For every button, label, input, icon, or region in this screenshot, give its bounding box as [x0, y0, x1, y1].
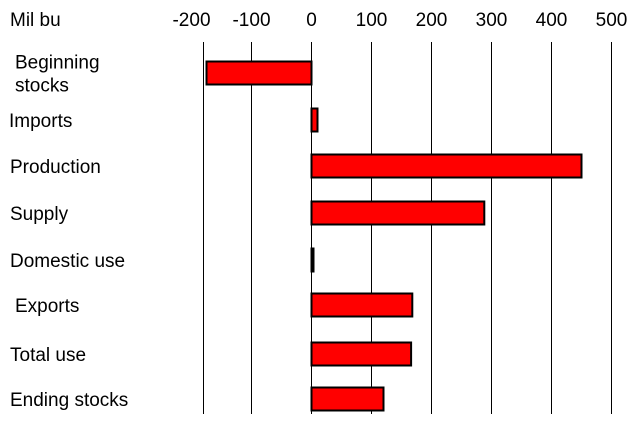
x-tick-label: 300 [476, 10, 508, 31]
x-tick-label: 0 [306, 10, 317, 31]
bar-supply [310, 200, 486, 226]
x-tick-label: 100 [356, 10, 388, 31]
bar-imports [310, 107, 319, 133]
unit-label: Mil bu [10, 10, 61, 31]
bar-domestic-use [310, 247, 315, 273]
category-label: Production [10, 157, 101, 178]
x-tick-labels: -200 -100 0 100 200 300 400 500 [172, 10, 627, 31]
x-tick-label: 200 [416, 10, 448, 31]
x-tick-label: -100 [232, 10, 270, 31]
category-label: Beginning stocks [15, 53, 100, 97]
category-label: Ending stocks [10, 390, 128, 411]
bar-production [310, 153, 583, 179]
bar-beginning-stocks [205, 60, 313, 86]
category-labels: Beginning stocks Imports Production Supply Do… [9, 53, 128, 412]
category-label: Imports [9, 111, 72, 132]
x-tick-label: 400 [536, 10, 568, 31]
x-tick-label: 500 [596, 10, 628, 31]
grid-lines [203, 42, 612, 414]
bars [205, 60, 583, 412]
bar-ending-stocks [310, 386, 385, 412]
category-label: Domestic use [10, 251, 125, 272]
bar-exports [310, 292, 414, 318]
x-tick-label: -200 [172, 10, 210, 31]
bar-total-use [310, 341, 413, 367]
category-label: Total use [10, 345, 86, 366]
category-label: Exports [15, 296, 79, 317]
category-label: Supply [10, 204, 69, 225]
